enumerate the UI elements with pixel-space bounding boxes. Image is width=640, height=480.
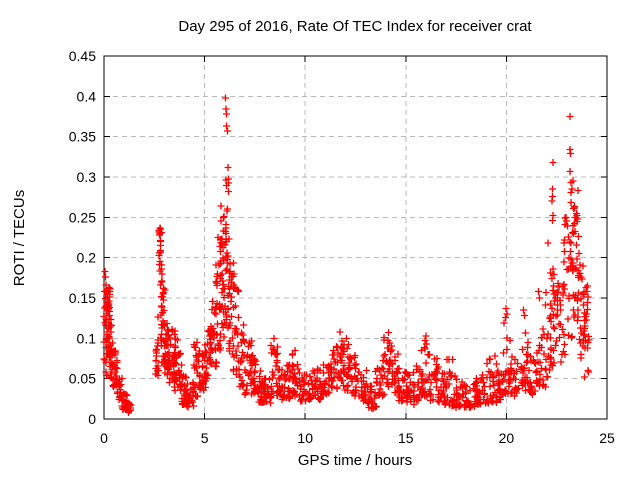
x-tick-label: 20 xyxy=(499,430,515,446)
x-tick-label: 10 xyxy=(297,430,313,446)
y-axis-label: ROTI / TECUs xyxy=(11,190,28,286)
x-tick-label: 15 xyxy=(398,430,414,446)
y-tick-label: 0.45 xyxy=(69,48,96,64)
scatter-points xyxy=(100,94,593,416)
y-tick-label: 0.2 xyxy=(77,250,97,266)
y-tick-label: 0.3 xyxy=(77,169,97,185)
chart-title: Day 295 of 2016, Rate Of TEC Index for r… xyxy=(178,18,532,35)
x-axis-label: GPS time / hours xyxy=(298,452,412,469)
grid-lines xyxy=(104,56,607,419)
axis-ticks xyxy=(103,55,608,420)
y-tick-label: 0.05 xyxy=(69,371,96,387)
y-tick-label: 0.35 xyxy=(69,129,96,145)
y-tick-label: 0.15 xyxy=(69,290,96,306)
tick-labels: 0 0.05 0.1 0.15 0.2 0.25 0.3 0.35 0.4 0.45 0 5 10 15 2… xyxy=(69,48,615,446)
y-tick-label: 0.4 xyxy=(77,88,97,104)
y-tick-label: 0.1 xyxy=(77,330,97,346)
x-tick-label: 5 xyxy=(201,430,209,446)
x-tick-label: 25 xyxy=(599,430,615,446)
y-tick-label: 0 xyxy=(88,411,96,427)
plot-border xyxy=(103,55,608,420)
data-points-layer xyxy=(100,94,593,416)
x-tick-label: 0 xyxy=(100,430,108,446)
y-tick-label: 0.25 xyxy=(69,209,96,225)
